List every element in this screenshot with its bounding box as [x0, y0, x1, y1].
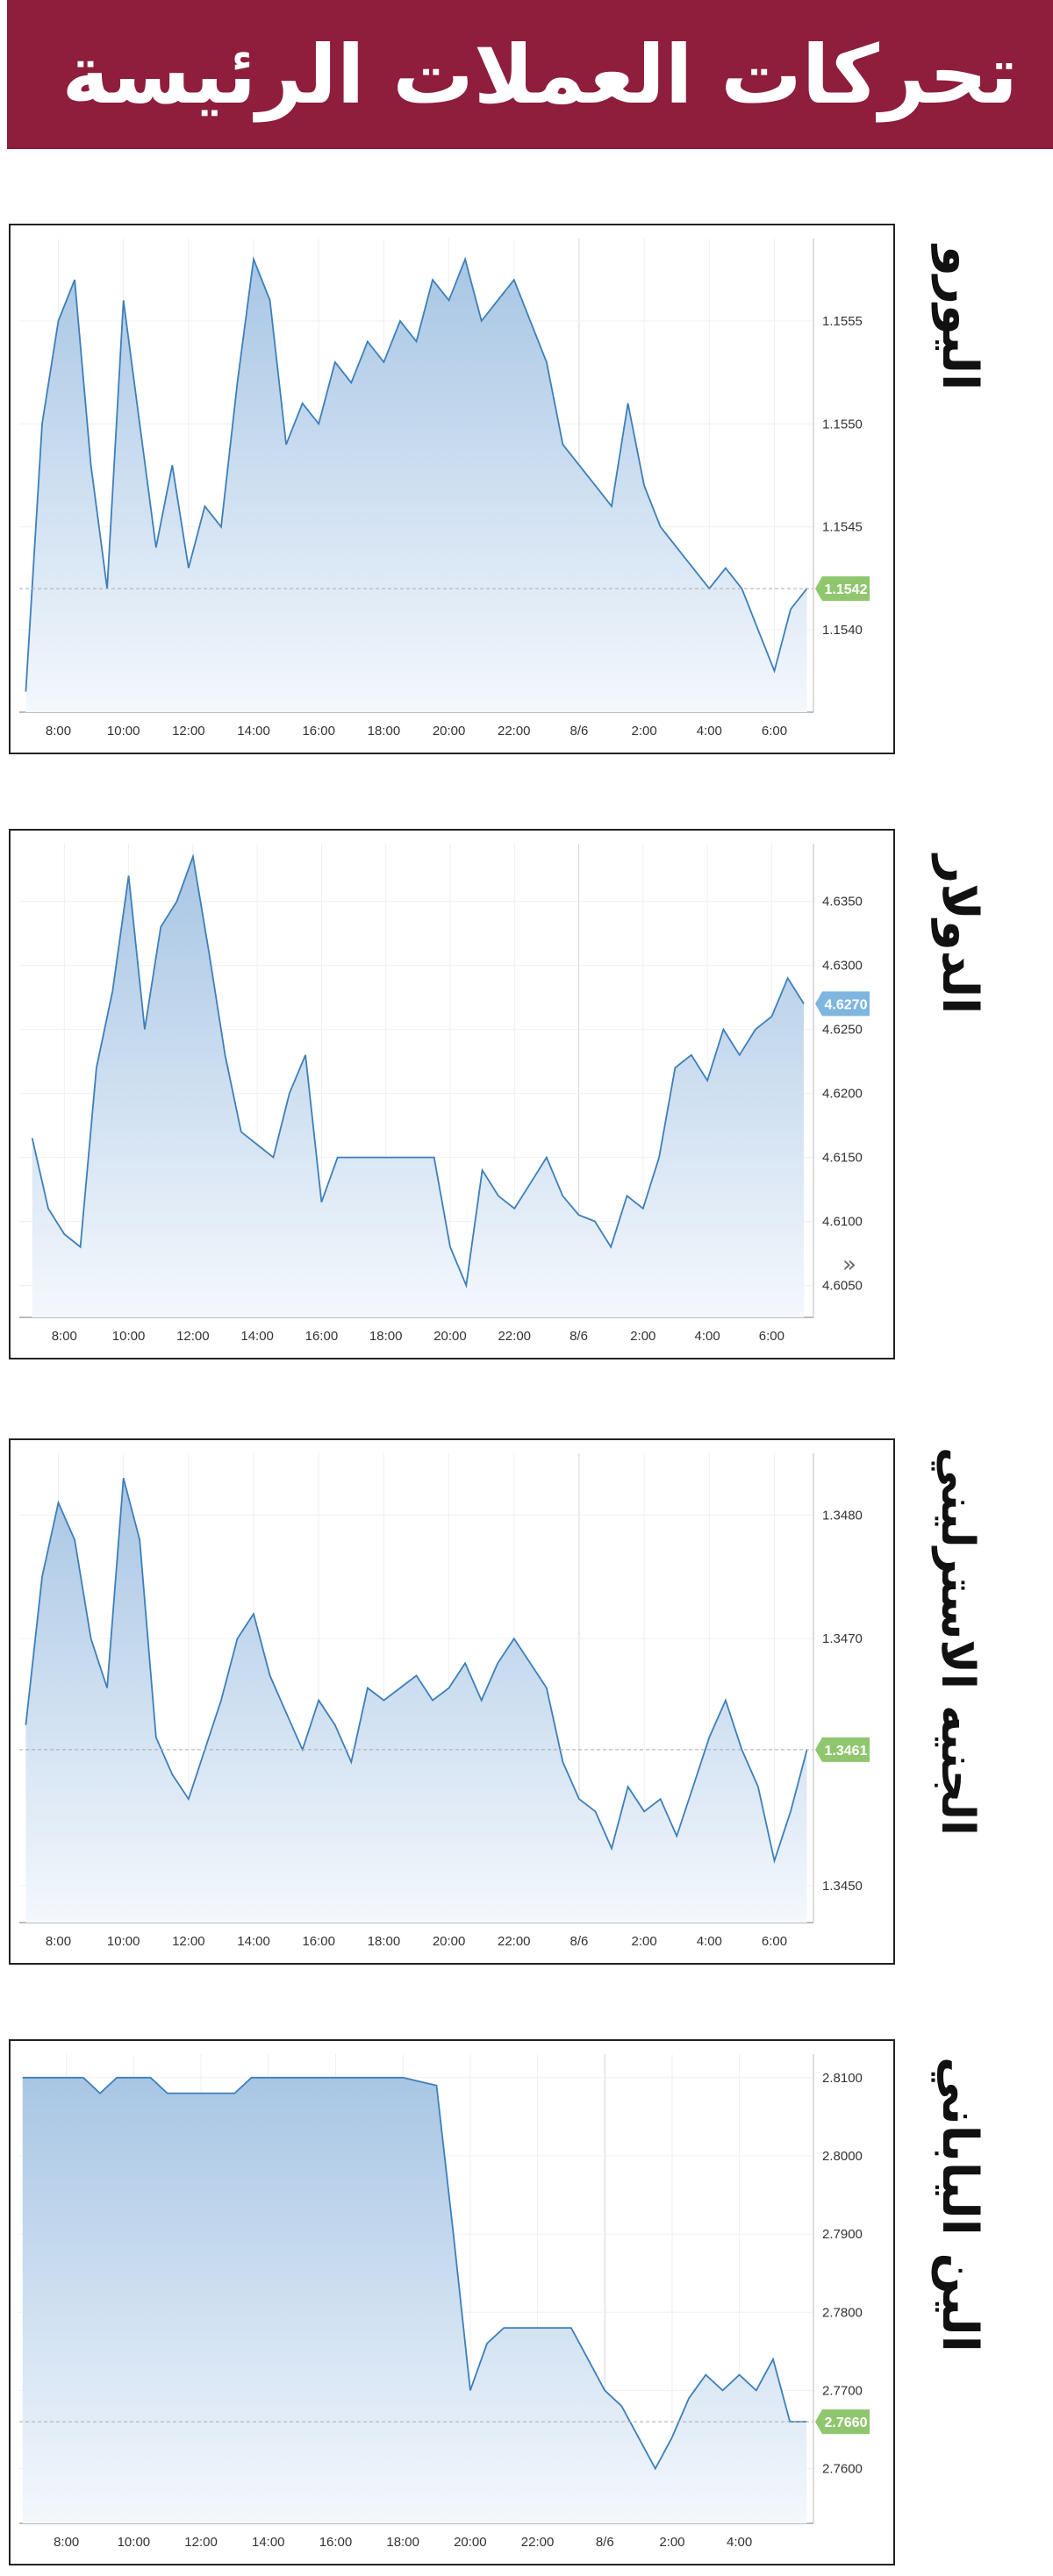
x-tick-label: 14:00 [237, 724, 270, 739]
double-chevron-right-icon[interactable]: » [842, 1252, 856, 1278]
y-tick-label: 1.1545 [822, 520, 863, 535]
current-value-badge [815, 2409, 870, 2435]
x-tick-label: 8:00 [54, 2535, 79, 2550]
y-tick-label: 2.7900 [822, 2227, 863, 2242]
x-tick-label: 14:00 [240, 1329, 274, 1344]
x-tick-label: 22:00 [498, 1329, 531, 1344]
x-tick-label: 22:00 [521, 2535, 555, 2550]
title-banner: تحركات العملات الرئيسة [7, 0, 1053, 149]
x-tick-label: 2:00 [632, 1934, 657, 1949]
y-tick-label: 4.6050 [822, 1279, 863, 1294]
x-tick-label: 16:00 [302, 1934, 335, 1949]
currency-label-yen: الين الياباني [931, 2057, 988, 2352]
x-tick-label: 8:00 [52, 1329, 77, 1344]
y-tick-label: 4.6100 [822, 1215, 863, 1230]
x-tick-label: 4:00 [727, 2535, 752, 2550]
x-tick-label: 4:00 [694, 1329, 720, 1344]
x-tick-label: 6:00 [759, 1329, 784, 1344]
current-value-badge [815, 576, 870, 602]
chart-panel-euro: 8:00 10:00 12:00 14:00 16:00 18:00 20:00 22:00 8… [9, 224, 895, 754]
x-tick-label: 8:00 [46, 1934, 71, 1949]
x-tick-label: 18:00 [368, 724, 401, 739]
x-tick-label: 12:00 [172, 724, 205, 739]
y-tick-label: 4.6350 [822, 895, 863, 910]
series-line [22, 2076, 807, 2471]
x-tick-label: 2:00 [632, 724, 657, 739]
currency-label-sterling: الجنيه الاسترليني [931, 1447, 984, 1836]
x-tick-label: 12:00 [176, 1329, 210, 1344]
x-tick-label: 10:00 [107, 724, 140, 739]
y-tick-label: 1.3480 [822, 1508, 863, 1523]
series-line [25, 1477, 808, 1865]
x-tick-label: 6:00 [762, 724, 787, 739]
x-tick-label: 12:00 [172, 1934, 205, 1949]
x-tick-label: 8/6 [569, 1329, 588, 1344]
currency-label-euro: اليورو [931, 246, 988, 391]
y-tick-label: 1.1540 [822, 623, 863, 638]
y-tick-label: 2.8000 [822, 2149, 863, 2164]
x-tick-label: 6:00 [762, 1934, 787, 1949]
x-tick-label: 4:00 [697, 724, 722, 739]
current-value-badge [815, 1737, 870, 1762]
x-tick-label: 20:00 [433, 724, 466, 739]
x-tick-label: 14:00 [237, 1934, 270, 1949]
current-value-label: 1.3461 [825, 1744, 868, 1759]
y-tick-label: 4.6300 [822, 959, 863, 974]
series-area [22, 2077, 807, 2523]
x-tick-label: 2:00 [659, 2535, 684, 2550]
x-tick-label: 22:00 [498, 724, 531, 739]
x-tick-label: 20:00 [454, 2535, 487, 2550]
currency-label-dollar: الدولار [931, 855, 988, 1015]
x-tick-label: 16:00 [305, 1329, 339, 1344]
x-tick-label: 10:00 [118, 2535, 151, 2550]
x-tick-label: 14:00 [252, 2535, 285, 2550]
x-tick-label: 10:00 [112, 1329, 146, 1344]
y-tick-label: 2.7700 [822, 2383, 863, 2398]
x-tick-label: 18:00 [386, 2535, 419, 2550]
chart-panel-sterling: 8:00 10:00 12:00 14:00 16:00 18:00 20:00 22:00 8… [9, 1438, 895, 1965]
current-value-badge [815, 991, 870, 1017]
y-tick-label: 2.7600 [822, 2462, 863, 2477]
x-tick-label: 8/6 [570, 1934, 589, 1949]
x-tick-label: 18:00 [368, 1934, 401, 1949]
series-area [25, 259, 807, 712]
x-tick-label: 8/6 [596, 2535, 614, 2550]
x-tick-label: 18:00 [369, 1329, 403, 1344]
x-tick-label: 16:00 [319, 2535, 353, 2550]
x-tick-label: 12:00 [184, 2535, 218, 2550]
x-tick-label: 10:00 [107, 1934, 140, 1949]
x-tick-label: 20:00 [433, 1329, 467, 1344]
y-tick-label: 2.8100 [822, 2071, 863, 2086]
current-value-label: 2.7660 [825, 2415, 868, 2430]
y-tick-label: 1.1555 [822, 314, 863, 329]
page-title: تحركات العملات الرئيسة [61, 27, 1018, 122]
x-tick-label: 20:00 [433, 1934, 466, 1949]
x-tick-label: 8/6 [570, 724, 589, 739]
y-tick-label: 2.7800 [822, 2305, 863, 2320]
x-tick-label: 16:00 [302, 724, 335, 739]
chart-panel-dollar: 8:00 10:00 12:00 14:00 16:00 18:00 20:00 22:00 8… [9, 829, 895, 1359]
series-line [25, 255, 808, 692]
chart-yen: 8:00 10:00 12:00 14:00 16:00 18:00 20:00 22:00 8… [19, 2054, 870, 2550]
series-line [31, 853, 805, 1288]
y-tick-label: 4.6200 [822, 1087, 863, 1102]
x-tick-label: 22:00 [498, 1934, 531, 1949]
x-tick-label: 2:00 [630, 1329, 655, 1344]
y-tick-label: 4.6150 [822, 1151, 863, 1166]
current-value-label: 1.1542 [825, 582, 868, 597]
chart-euro: 8:00 10:00 12:00 14:00 16:00 18:00 20:00 22:00 8… [19, 239, 870, 739]
x-tick-label: 4:00 [697, 1934, 722, 1949]
series-area [32, 856, 804, 1317]
y-tick-label: 1.3450 [822, 1879, 863, 1894]
x-tick-label: 8:00 [46, 724, 71, 739]
current-value-label: 4.6270 [825, 997, 868, 1012]
y-tick-label: 1.1550 [822, 417, 863, 432]
y-tick-label: 1.3470 [822, 1631, 863, 1646]
y-tick-label: 4.6250 [822, 1023, 863, 1038]
chart-panel-yen: 8:00 10:00 12:00 14:00 16:00 18:00 20:00 22:00 8… [9, 2039, 895, 2565]
series-area [25, 1478, 807, 1923]
chart-dollar: 8:00 10:00 12:00 14:00 16:00 18:00 20:00 22:00 8… [19, 844, 870, 1344]
chart-sterling: 8:00 10:00 12:00 14:00 16:00 18:00 20:00 22:00 8… [19, 1453, 870, 1949]
